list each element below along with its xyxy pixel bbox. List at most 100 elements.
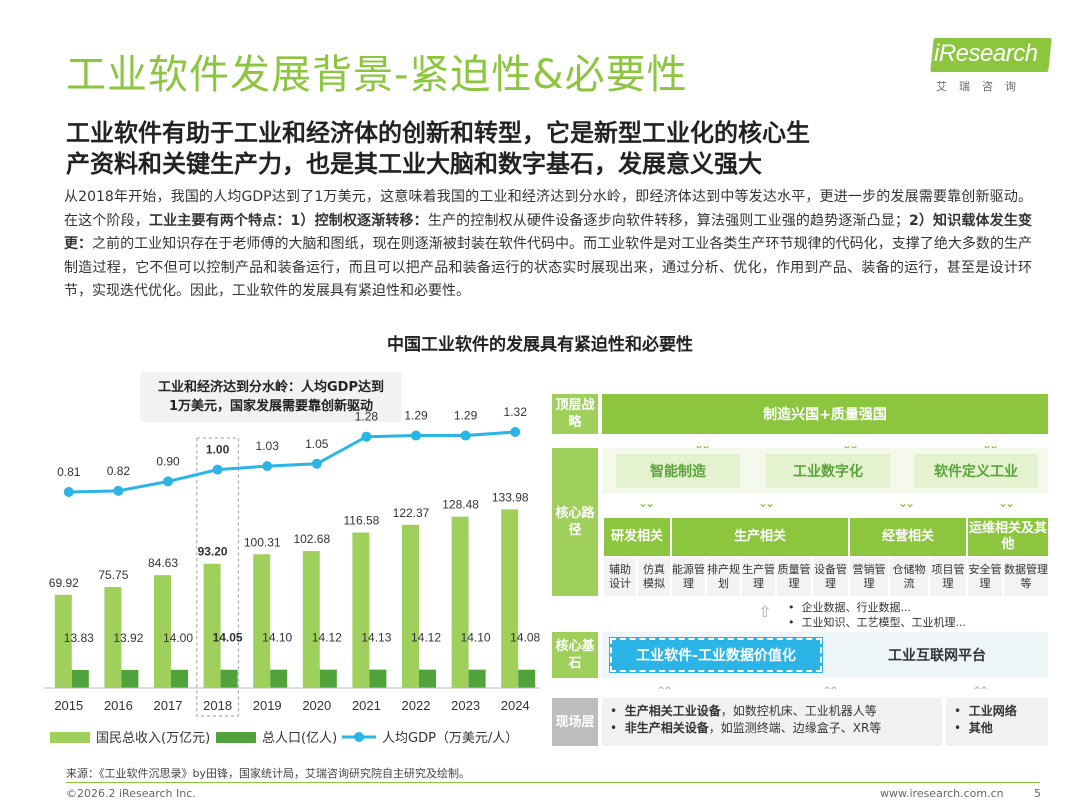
x-tick-2020: 2020: [302, 698, 331, 713]
gdp-chart: 69.92 13.83 2015 75.75 13.92 2016 84.63 14.00 20…: [44, 405, 541, 746]
bar-gni-2017: [154, 575, 171, 688]
subtitle: 工业软件有助于工业和经济体的创新和转型，它是新型工业化的核心生 产资料和关键生产…: [66, 118, 1026, 180]
bar-pop-2015: [71, 670, 89, 688]
pill-software-defined-industry: 软件定义工业: [914, 454, 1038, 488]
cell-scheduling: 排产规划: [707, 558, 740, 596]
cell-quality: 质量管理: [777, 558, 811, 596]
label-gni-2022: 122.37: [393, 506, 430, 520]
cell-equipment: 设备管理: [813, 558, 848, 596]
core-base-label: 核心基石: [552, 632, 598, 678]
label-pop-2021: 14.13: [361, 631, 391, 645]
site-network-text: 工业网络: [968, 704, 1017, 718]
body-text-3: 之前的工业知识存在于老师傅的大脑和图纸，现在则逐渐被封装在软件代码中。而工业软件…: [64, 236, 1032, 299]
bar-pop-2017: [171, 669, 188, 688]
section-title: 中国工业软件的发展具有紧迫性和必要性: [387, 335, 693, 355]
chevron-down-icon: ⌄⌄: [998, 496, 1015, 510]
cell-production-mgmt: 生产管理: [742, 558, 775, 596]
label-pop-2019: 14.10: [262, 631, 292, 645]
cell-safety: 安全管理: [968, 558, 1002, 596]
chevron-down-icon: ⌄⌄: [638, 496, 655, 510]
x-tick-2023: 2023: [451, 698, 480, 713]
legend-label-gdp: 人均GDP（万美元/人）: [382, 731, 518, 746]
x-tick-2018: 2018: [203, 698, 232, 713]
cell-simulation: 仿真模拟: [638, 558, 670, 596]
point-gdp-2023: [460, 430, 471, 441]
point-gdp-2018: [212, 464, 223, 475]
group-production: 生产相关: [672, 518, 848, 556]
callout-background: [140, 372, 402, 422]
footer-divider: [66, 782, 1040, 783]
x-tick-2017: 2017: [154, 698, 183, 713]
body-text-1: 从2018年开始，我国的人均GDP达到了1万美元，这意味着我国的工业和经济达到分…: [64, 189, 1032, 229]
site-layer-label: 现场层: [552, 698, 598, 746]
legend-label-pop: 总人口(亿人): [262, 731, 337, 746]
cell-marketing: 营销管理: [850, 558, 888, 596]
x-tick-2024: 2024: [501, 698, 530, 713]
bar-gni-2020: [302, 551, 320, 688]
logo-subtitle: 艾瑞咨询: [936, 80, 1028, 93]
bar-gni-2024: [501, 509, 519, 688]
bar-gni-2018: [203, 563, 221, 688]
cell-energy: 能源管理: [672, 558, 705, 596]
pill-industrial-digitalization: 工业数字化: [766, 454, 890, 488]
note-data-text: 企业数据、行业数据...: [801, 601, 911, 614]
bar-pop-2024: [518, 669, 536, 688]
cell-logistics: 仓储物流: [890, 558, 928, 596]
note-knowledge-text: 工业知识、工艺模型、工业机理...: [801, 616, 966, 629]
top-strategy-header: 制造兴国+质量强国: [602, 394, 1048, 434]
x-tick-2016: 2016: [104, 698, 133, 713]
label-gdp-2016: 0.82: [107, 464, 131, 478]
bar-gni-2022: [402, 524, 419, 688]
legend-swatch-gni: [50, 732, 90, 743]
label-pop-2020: 14.12: [312, 631, 342, 645]
point-gdp-2021: [361, 431, 372, 442]
subtitle-line-2: 产资料和关键生产力，也是其工业大脑和数字基石，发展意义强大: [66, 150, 762, 178]
body-text-2: 生产的控制权从硬件设备逐步向软件转移，算法强则工业强的趋势逐渐凸显；: [427, 212, 909, 229]
bar-pop-2018: [220, 669, 238, 688]
chevron-down-icon: ⌄⌄: [758, 496, 775, 510]
group-operation: 经营相关: [850, 518, 966, 556]
label-pop-2017: 14.00: [163, 631, 193, 645]
bar-pop-2016: [121, 669, 139, 688]
legend-swatch-pop: [216, 732, 256, 743]
label-gdp-2024: 1.32: [504, 405, 528, 419]
point-gdp-2020: [311, 458, 322, 469]
site-network-box: • 工业网络 • 其他: [946, 698, 1048, 746]
bar-gni-2021: [352, 532, 370, 688]
bar-gni-2016: [104, 587, 122, 688]
site-item-2-bold: 非生产相关设备: [624, 721, 709, 735]
core-path-label: 核心路径: [552, 448, 598, 596]
pill-smart-manufacturing: 智能制造: [616, 454, 740, 488]
label-gni-2016: 75.75: [98, 568, 128, 582]
group-maintenance: 运维相关及其他: [968, 518, 1048, 556]
copyright: ©2026.2 iResearch Inc.: [66, 787, 196, 800]
label-pop-2024: 14.08: [510, 631, 540, 645]
top-strategy-label: 顶层战略: [552, 394, 598, 434]
site-item-1-rest: ，如数控机床、工业机器人等: [720, 704, 877, 718]
label-gdp-2021: 1.28: [355, 410, 379, 424]
page-number: 5: [1034, 787, 1041, 800]
bar-pop-2020: [319, 669, 337, 688]
source-note: 来源：《工业软件沉思录》by田锋，国家统计局，艾瑞咨询研究院自主研究及绘制。: [66, 767, 470, 780]
chevron-up-icon: ⌃⌃: [822, 684, 839, 698]
point-gdp-2017: [163, 476, 173, 487]
site-other-text: 其他: [968, 721, 993, 735]
site-item-1: • 生产相关工业设备，如数控机床、工业机器人等: [610, 704, 877, 718]
bar-gni-2015: [54, 594, 72, 688]
body-bold-1: 工业主要有两个特点：1）控制权逐渐转移：: [148, 212, 428, 229]
label-gdp-2023: 1.29: [454, 409, 478, 423]
cell-data-mgmt: 数据管理等: [1004, 558, 1048, 596]
label-gni-2015: 69.92: [49, 576, 79, 590]
label-gdp-2015: 0.81: [57, 465, 81, 479]
core-industrial-software: 工业软件-工业数据价值化: [609, 637, 823, 673]
chevron-down-icon: ⌄⌄: [898, 496, 915, 510]
point-gdp-2019: [262, 461, 273, 472]
x-tick-2021: 2021: [352, 698, 381, 713]
label-gni-2024: 133.98: [492, 490, 529, 504]
page-title: 工业软件发展背景-紧迫性&必要性: [66, 52, 688, 98]
website-link[interactable]: www.iresearch.com.cn: [880, 787, 1004, 800]
logo-text: iResearch: [934, 40, 1038, 67]
bar-pop-2023: [468, 669, 486, 688]
iresearch-logo: iResearch 艾瑞咨询: [926, 38, 1056, 98]
x-tick-2022: 2022: [402, 698, 431, 713]
